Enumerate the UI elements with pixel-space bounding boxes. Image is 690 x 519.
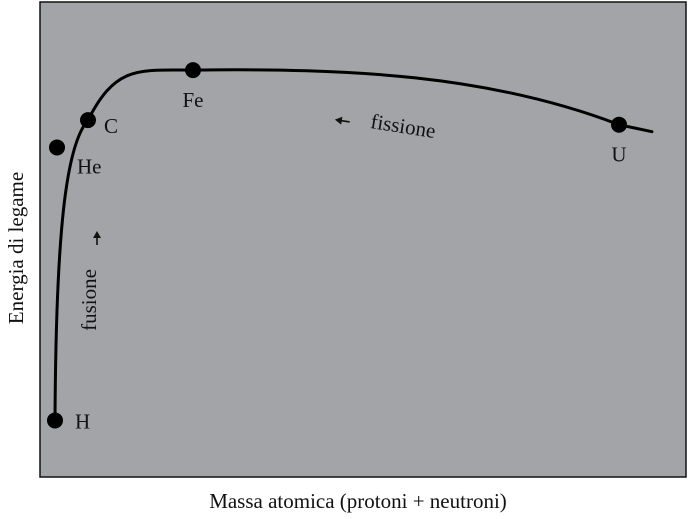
data-point-he [49, 139, 65, 156]
data-point-fe [185, 62, 201, 79]
fusion-annotation: fusione [77, 269, 101, 331]
binding-energy-curve [53, 68, 654, 422]
y-axis-label: Energia di legame [4, 172, 28, 324]
point-label-he: He [77, 154, 102, 178]
fission-arrow [334, 116, 350, 125]
fusion-label: fusione [77, 269, 101, 331]
data-point-h [47, 412, 63, 429]
fusion-arrow [93, 231, 101, 245]
data-point-c [80, 112, 96, 129]
data-point-u [611, 116, 627, 133]
x-axis-label: Massa atomica (protoni + neutroni) [209, 489, 507, 513]
point-labels: H HeC Fe U [75, 88, 627, 433]
plot-area [39, 1, 687, 478]
point-label-h: H [75, 409, 90, 433]
point-label-c: C [104, 114, 118, 138]
point-label-fe: Fe [183, 88, 204, 112]
point-label-u: U [611, 143, 626, 167]
data-points [47, 62, 627, 429]
